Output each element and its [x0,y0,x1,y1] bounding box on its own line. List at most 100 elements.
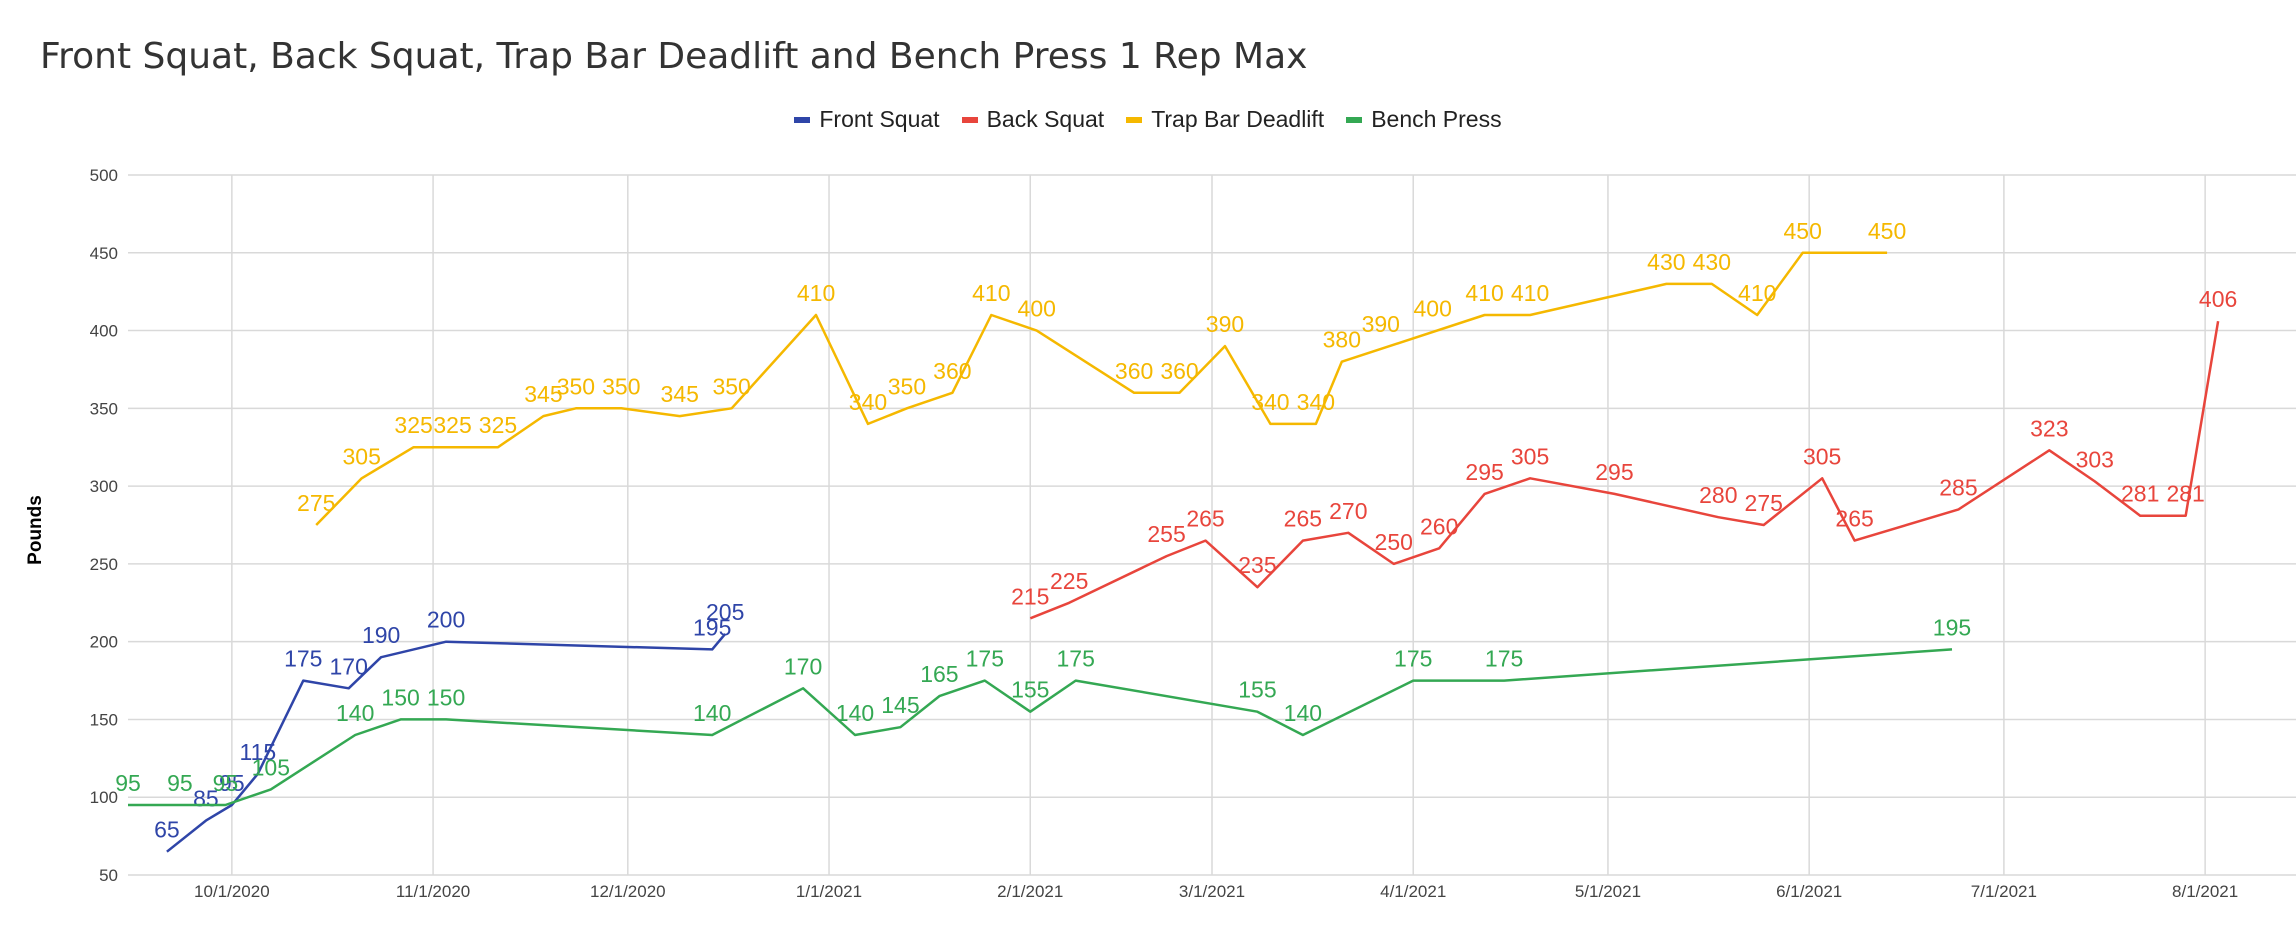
back-squat-data-label: 215 [1011,583,1049,609]
x-tick-label: 8/1/2021 [2172,882,2238,901]
bench-press-data-label: 175 [966,646,1004,672]
trap-bar-deadlift-data-label: 380 [1323,327,1361,353]
back-squat-data-label: 406 [2199,286,2237,312]
trap-bar-deadlift-data-label: 325 [394,412,432,438]
back-squat-data-label: 280 [1699,482,1737,508]
back-squat-data-label: 295 [1465,459,1503,485]
front-squat-data-label: 175 [284,646,322,672]
legend-label: Bench Press [1371,106,1502,132]
bench-press-data-label: 140 [336,700,374,726]
y-tick-label: 150 [90,710,118,729]
back-squat-data-label: 255 [1147,521,1185,547]
bench-press-data-label: 195 [1933,614,1971,640]
bench-press-data-label: 145 [881,692,919,718]
y-tick-label: 450 [90,244,118,263]
legend-swatch [794,116,811,123]
trap-bar-deadlift-data-label: 350 [712,373,750,399]
back-squat-line [1029,320,2220,620]
bench-press-data-label: 140 [693,700,731,726]
bench-press-data-label: 140 [836,700,874,726]
front-squat-data-label: 115 [239,739,276,765]
trap-bar-deadlift-data-label: 340 [1251,389,1289,415]
back-squat-data-label: 281 [2166,481,2204,507]
legend-item-bench-press: Bench Press [1346,106,1502,133]
back-squat-data-label: 265 [1835,506,1873,532]
x-tick-label: 7/1/2021 [1971,882,2037,901]
trap-bar-deadlift-data-label: 400 [1018,296,1056,322]
trap-bar-deadlift-line [315,251,1888,526]
trap-bar-deadlift-data-label: 390 [1362,311,1400,337]
trap-bar-deadlift-data-label: 410 [972,280,1010,306]
x-tick-label: 3/1/2021 [1179,882,1245,901]
y-tick-label: 400 [90,322,118,341]
trap-bar-deadlift-data-label: 430 [1647,249,1685,275]
bench-press-data-label: 95 [115,770,141,796]
bench-press-data-label: 140 [1284,700,1322,726]
legend-swatch [1346,116,1363,123]
x-tick-label: 4/1/2021 [1380,882,1446,901]
x-tick-label: 11/1/2020 [396,882,470,901]
trap-bar-deadlift-data-label: 410 [797,280,835,306]
legend-swatch [1126,116,1143,123]
trap-bar-deadlift-data-label: 340 [1297,389,1335,415]
front-squat-data-label: 205 [706,599,744,625]
back-squat-data-label: 260 [1420,513,1458,539]
bench-press-data-label: 175 [1394,646,1432,672]
back-squat-data-label: 235 [1238,552,1276,578]
x-tick-label: 10/1/2020 [194,882,270,901]
trap-bar-deadlift-data-label: 450 [1783,218,1821,244]
bench-press-data-label: 95 [213,770,239,796]
legend-label: Front Squat [819,106,940,132]
bench-press-data-label: 155 [1011,677,1049,703]
y-tick-label: 200 [90,633,118,652]
back-squat-data-label: 285 [1939,474,1977,500]
front-squat-data-label: 195 [693,614,731,640]
bench-press-data-label: 105 [252,754,290,780]
trap-bar-deadlift-data-label: 350 [602,373,640,399]
bench-press-data-label: 170 [784,653,822,679]
bench-press-data-label: 165 [920,661,958,687]
legend-label: Trap Bar Deadlift [1151,106,1325,132]
back-squat-data-label: 323 [2030,415,2068,441]
front-squat-data-label: 65 [154,817,180,843]
bench-press-data-label: 175 [1485,646,1523,672]
trap-bar-deadlift-data-label: 360 [1115,358,1153,384]
x-tick-label: 2/1/2021 [997,882,1063,901]
y-tick-label: 500 [90,166,118,185]
front-squat-line [166,633,727,853]
trap-bar-deadlift-data-label: 350 [557,373,595,399]
x-tick-label: 6/1/2021 [1776,882,1842,901]
legend-swatch [961,116,978,123]
back-squat-data-label: 225 [1050,568,1088,594]
y-tick-label: 50 [99,866,118,885]
bench-press-data-label: 150 [427,684,465,710]
trap-bar-deadlift-data-label: 450 [1868,218,1906,244]
y-tick-label: 100 [90,788,118,807]
x-tick-label: 12/1/2020 [590,882,666,901]
bench-press-data-label: 150 [381,684,419,710]
trap-bar-deadlift-data-label: 340 [849,389,887,415]
trap-bar-deadlift-data-label: 430 [1693,249,1731,275]
trap-bar-deadlift-data-label: 345 [524,381,562,407]
trap-bar-deadlift-data-label: 410 [1465,280,1503,306]
front-squat-data-label: 200 [427,607,465,633]
trap-bar-deadlift-data-label: 410 [1738,280,1776,306]
back-squat-data-label: 265 [1284,506,1322,532]
trap-bar-deadlift-data-label: 390 [1206,311,1244,337]
back-squat-data-label: 295 [1595,459,1633,485]
trap-bar-deadlift-data-label: 400 [1414,296,1452,322]
trap-bar-deadlift-data-label: 410 [1511,280,1549,306]
back-squat-data-label: 270 [1329,498,1367,524]
back-squat-data-label: 303 [2076,446,2114,472]
back-squat-data-label: 305 [1803,443,1841,469]
back-squat-data-label: 265 [1186,506,1224,532]
trap-bar-deadlift-data-label: 275 [297,490,335,516]
legend-label: Back Squat [986,106,1105,132]
x-tick-label: 5/1/2021 [1575,882,1641,901]
trap-bar-deadlift-data-label: 360 [933,358,971,384]
bench-press-data-label: 155 [1238,677,1276,703]
x-tick-label: 1/1/2021 [796,882,862,901]
legend-item-front-squat: Front Squat [794,106,940,133]
y-tick-label: 300 [90,477,118,496]
